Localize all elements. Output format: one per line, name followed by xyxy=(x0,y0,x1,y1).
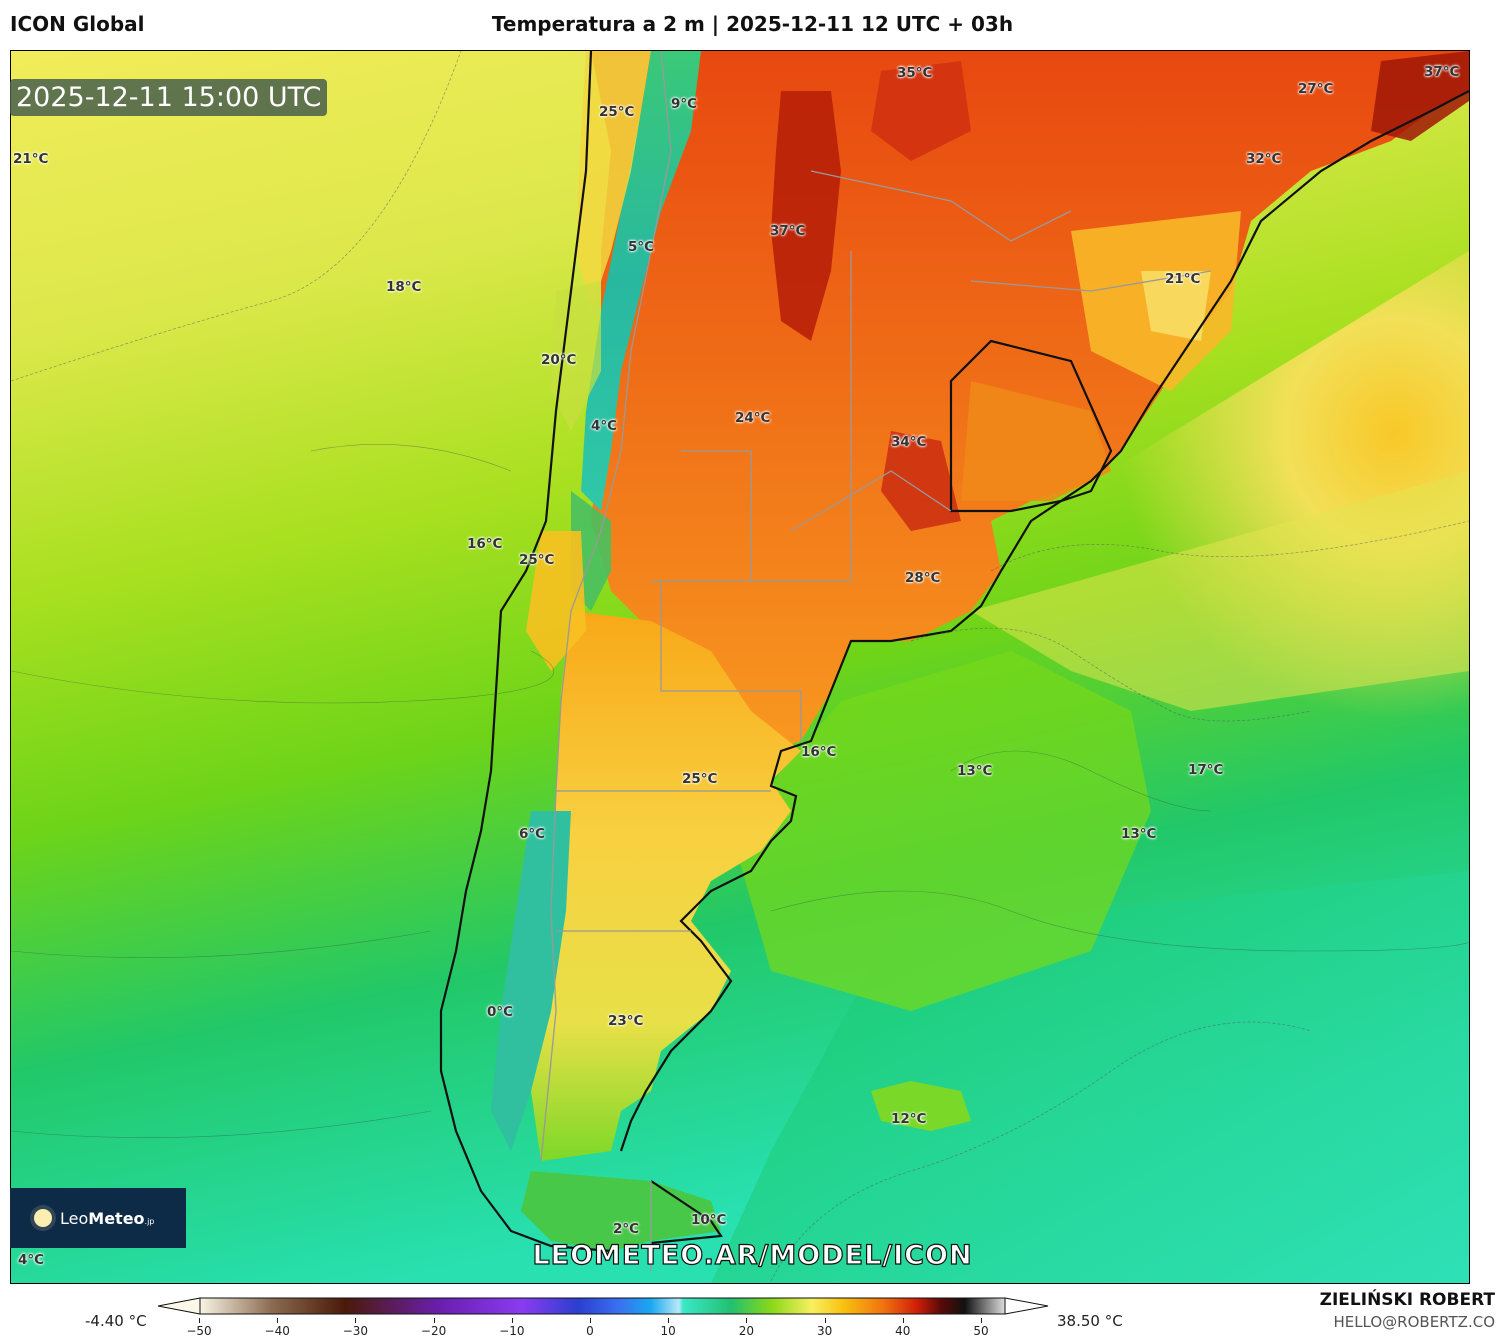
temperature-label: 28°C xyxy=(905,570,941,586)
author-name: ZIELIŃSKI ROBERT xyxy=(1319,1290,1495,1310)
temperature-label: 21°C xyxy=(1165,271,1201,287)
temperature-label: 32°C xyxy=(1246,151,1282,167)
temperature-label: 5°C xyxy=(628,239,655,255)
temperature-label: 21°C xyxy=(13,151,49,167)
temperature-map[interactable]: 21°C 25°C 9°C 35°C 27°C 37°C 32°C 37°C 5°C 18°C 21… xyxy=(10,50,1470,1284)
temperature-label: 16°C xyxy=(467,536,503,552)
chart-title: Temperatura a 2 m | 2025-12-11 12 UTC + … xyxy=(491,12,1014,36)
temperature-label: 37°C xyxy=(1424,64,1460,80)
colorbar-tick-mark xyxy=(824,1318,826,1323)
temperature-label: 35°C xyxy=(897,65,933,81)
temperature-label: 27°C xyxy=(1298,81,1334,97)
temperature-label: 2°C xyxy=(613,1221,640,1237)
colorbar-tick-mark xyxy=(981,1318,982,1323)
colorbar-tick-label: 40 xyxy=(895,1324,911,1338)
temperature-label: 16°C xyxy=(801,744,837,760)
temperature-label: 4°C xyxy=(591,418,618,434)
source-url: LEOMETEO.AR/MODEL/ICON xyxy=(532,1239,973,1271)
colorbar-tick-mark xyxy=(590,1318,591,1323)
colorbar-gradient xyxy=(157,1297,1049,1315)
temperature-label: 25°C xyxy=(519,552,555,568)
colorbar-tick-label: −40 xyxy=(264,1324,290,1338)
temperature-field xyxy=(11,51,1469,1283)
colorbar: -4.40 °C xyxy=(0,1290,1505,1338)
sun-icon xyxy=(34,1209,52,1227)
temperature-label: 13°C xyxy=(1121,826,1157,842)
temperature-label: 18°C xyxy=(386,279,422,295)
colorbar-tick-mark xyxy=(511,1318,513,1323)
colorbar-max-label: 38.50 °C xyxy=(1057,1312,1123,1330)
colorbar-tick-label: −50 xyxy=(186,1324,212,1338)
temperature-label: 9°C xyxy=(671,96,698,112)
temperature-label: 34°C xyxy=(891,434,927,450)
colorbar-tick-label: 50 xyxy=(973,1324,989,1338)
temperature-label: 23°C xyxy=(608,1013,644,1029)
temperature-label: 25°C xyxy=(682,771,718,787)
colorbar-tick-mark xyxy=(433,1318,435,1323)
colorbar-tick-mark xyxy=(668,1318,670,1323)
temperature-label: 4°C xyxy=(18,1252,45,1268)
temperature-label: 20°C xyxy=(541,352,577,368)
colorbar-tick-label: −20 xyxy=(420,1324,447,1338)
temperature-label: 12°C xyxy=(891,1111,927,1127)
temperature-label: 0°C xyxy=(487,1004,514,1020)
colorbar-tick-label: −10 xyxy=(499,1324,525,1338)
valid-time-badge: 2025-12-11 15:00 UTC xyxy=(10,79,328,116)
temperature-label: 6°C xyxy=(519,826,546,842)
colorbar-tick-label: 10 xyxy=(660,1324,676,1338)
temperature-label: 10°C xyxy=(691,1212,727,1228)
colorbar-tick-label: 20 xyxy=(738,1324,755,1338)
author-email[interactable]: HELLO@ROBERTZ.CO xyxy=(1333,1313,1495,1331)
logo-text: LeoMeteo.jp xyxy=(60,1208,155,1228)
colorbar-tick-mark xyxy=(746,1318,748,1323)
temperature-label: 37°C xyxy=(770,223,806,239)
colorbar-tick-label: 30 xyxy=(816,1324,833,1338)
temperature-label: 17°C xyxy=(1188,762,1224,778)
colorbar-tick-label: 0 xyxy=(586,1324,594,1338)
temperature-label: 25°C xyxy=(599,104,635,120)
colorbar-min-label: -4.40 °C xyxy=(85,1312,147,1330)
colorbar-tick-mark xyxy=(199,1318,200,1323)
colorbar-tick-mark xyxy=(902,1318,904,1323)
colorbar-tick-label: −30 xyxy=(342,1324,369,1338)
temperature-label: 13°C xyxy=(957,763,993,779)
colorbar-tick-mark xyxy=(277,1318,279,1323)
temperature-label: 24°C xyxy=(735,410,771,426)
leometeo-logo[interactable]: LeoMeteo.jp xyxy=(10,1188,186,1248)
colorbar-tick-mark xyxy=(355,1318,357,1323)
model-name: ICON Global xyxy=(10,12,145,36)
